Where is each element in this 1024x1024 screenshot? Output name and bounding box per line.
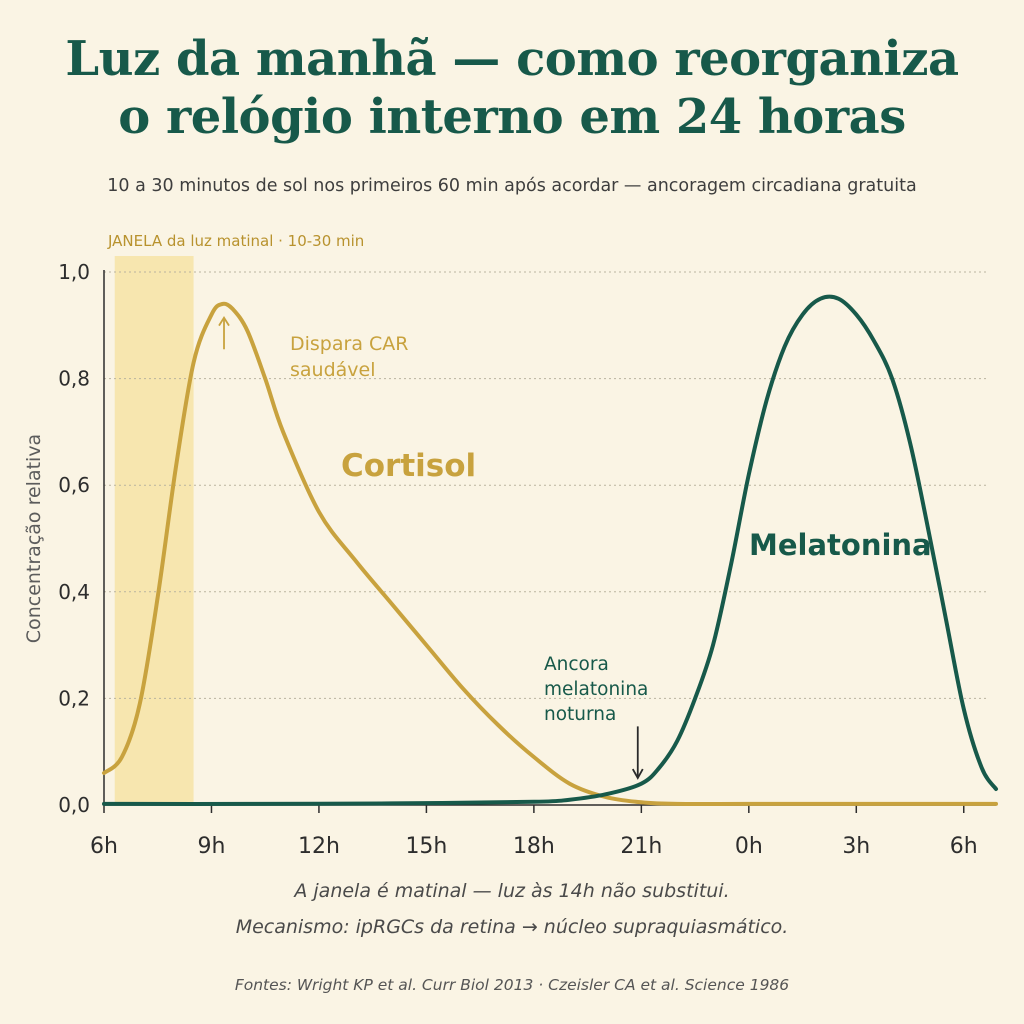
series-label-melatonina: Melatonina: [749, 528, 932, 562]
sources-note: Fontes: Wright KP et al. Curr Biol 2013 …: [234, 976, 790, 994]
y-tick-label: 0,6: [58, 473, 90, 497]
annotation-melatonin-text: Ancora: [544, 654, 609, 675]
annotation-melatonin-text: noturna: [544, 704, 616, 725]
chart-title-line-1: Luz da manhã — como reorganiza: [65, 31, 959, 87]
chart-subtitle: 10 a 30 minutos de sol nos primeiros 60 …: [107, 176, 917, 196]
x-tick-label: 6h: [950, 834, 978, 859]
y-tick-label: 0,2: [58, 686, 90, 710]
footnote-mechanism: Mecanismo: ipRGCs da retina → núcleo sup…: [235, 916, 789, 938]
y-axis-label: Concentração relativa: [23, 434, 45, 643]
x-tick-label: 12h: [298, 834, 340, 859]
annotation-melatonin-text: melatonina: [544, 679, 648, 700]
x-tick-label: 0h: [735, 834, 763, 859]
x-tick-label: 3h: [842, 834, 870, 859]
chart-title: Luz da manhã — como reorganiza o relógio…: [0, 30, 1024, 146]
series-label-cortisol: Cortisol: [341, 448, 476, 484]
x-tick-label: 15h: [405, 834, 447, 859]
annotation-arrowhead-car: [218, 315, 230, 327]
series-line-melatonina: [102, 294, 998, 806]
y-tick-label: 0,4: [58, 580, 90, 604]
morning-light-window-label: JANELA da luz matinal · 10-30 min: [107, 232, 364, 250]
x-tick-label: 18h: [513, 834, 555, 859]
annotation-arrowhead-melatonin: [631, 768, 644, 780]
y-tick-label: 1,0: [58, 260, 90, 284]
chart-title-line-2: o relógio interno em 24 horas: [118, 89, 906, 145]
series-line-cortisol: [102, 301, 998, 807]
footnote-window: A janela é matinal — luz às 14h não subs…: [294, 880, 730, 902]
x-tick-label: 9h: [197, 834, 225, 859]
y-tick-label: 0,8: [58, 367, 90, 391]
morning-light-window: [114, 256, 194, 805]
annotation-car-text: saudável: [290, 359, 376, 381]
annotation-car-text: Dispara CAR: [290, 333, 408, 355]
x-tick-label: 6h: [90, 834, 118, 859]
y-tick-label: 0,0: [58, 793, 90, 817]
x-tick-label: 21h: [620, 834, 662, 859]
